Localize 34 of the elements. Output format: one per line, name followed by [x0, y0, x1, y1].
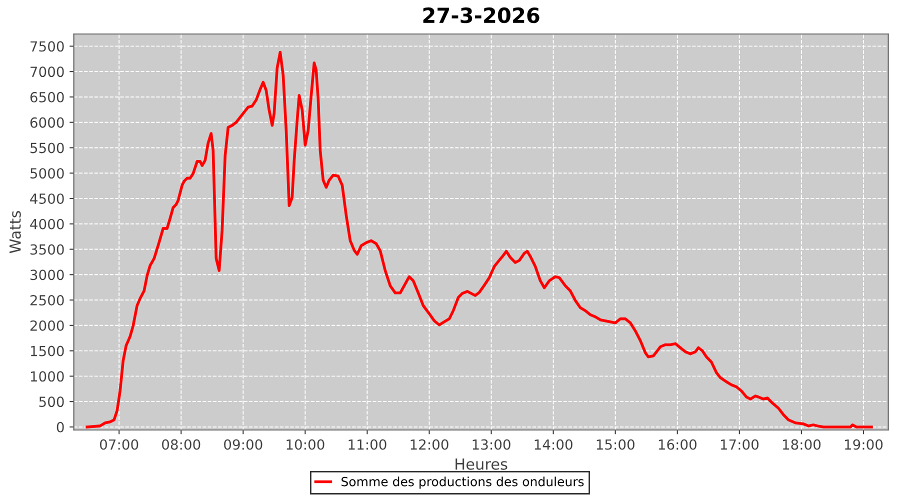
- y-tick-label: 0: [56, 422, 64, 432]
- y-tick-label: 4500: [30, 193, 64, 204]
- x-tick-label: 13:00: [472, 439, 510, 450]
- y-tick-label: 7500: [30, 41, 64, 52]
- x-tick-label: 18:00: [782, 439, 821, 450]
- x-tick-label: 09:00: [224, 439, 262, 450]
- y-tick-label: 5000: [30, 168, 64, 179]
- x-tick-label: 11:00: [348, 439, 386, 450]
- line-series: [86, 50, 873, 428]
- x-tick-label: 17:00: [720, 439, 759, 450]
- y-tick-label: 7000: [30, 66, 64, 78]
- chart-title: 27-3-2026: [423, 7, 540, 24]
- x-tick-label: 14:00: [534, 439, 572, 450]
- x-tick-label: 19:00: [845, 439, 883, 450]
- x-tick-label: 10:00: [286, 439, 324, 450]
- x-tick-label: 07:00: [100, 439, 138, 450]
- y-tick-label: 3000: [30, 270, 64, 280]
- y-tick-label: 2500: [30, 295, 64, 306]
- y-tick-label: 6500: [30, 92, 64, 102]
- x-axis-title: Heures: [456, 458, 508, 470]
- y-tick-label: 500: [39, 396, 64, 408]
- x-tick-label: 16:00: [658, 439, 696, 450]
- x-tick-label: 08:00: [162, 439, 200, 450]
- legend-label: Somme des productions des onduleurs: [342, 476, 584, 489]
- y-tick-label: 6000: [30, 117, 64, 128]
- y-tick-label: 5500: [30, 142, 64, 154]
- y-tick-label: 3500: [30, 244, 64, 255]
- y-tick-label: 2000: [30, 320, 64, 331]
- y-tick-label: 1000: [30, 371, 64, 382]
- x-tick-label: 12:00: [410, 439, 448, 450]
- x-tick-label: 15:00: [596, 439, 634, 450]
- y-axis-title: Watts: [10, 211, 21, 254]
- y-tick-label: 1500: [30, 346, 64, 356]
- y-tick-label: 4000: [30, 218, 64, 230]
